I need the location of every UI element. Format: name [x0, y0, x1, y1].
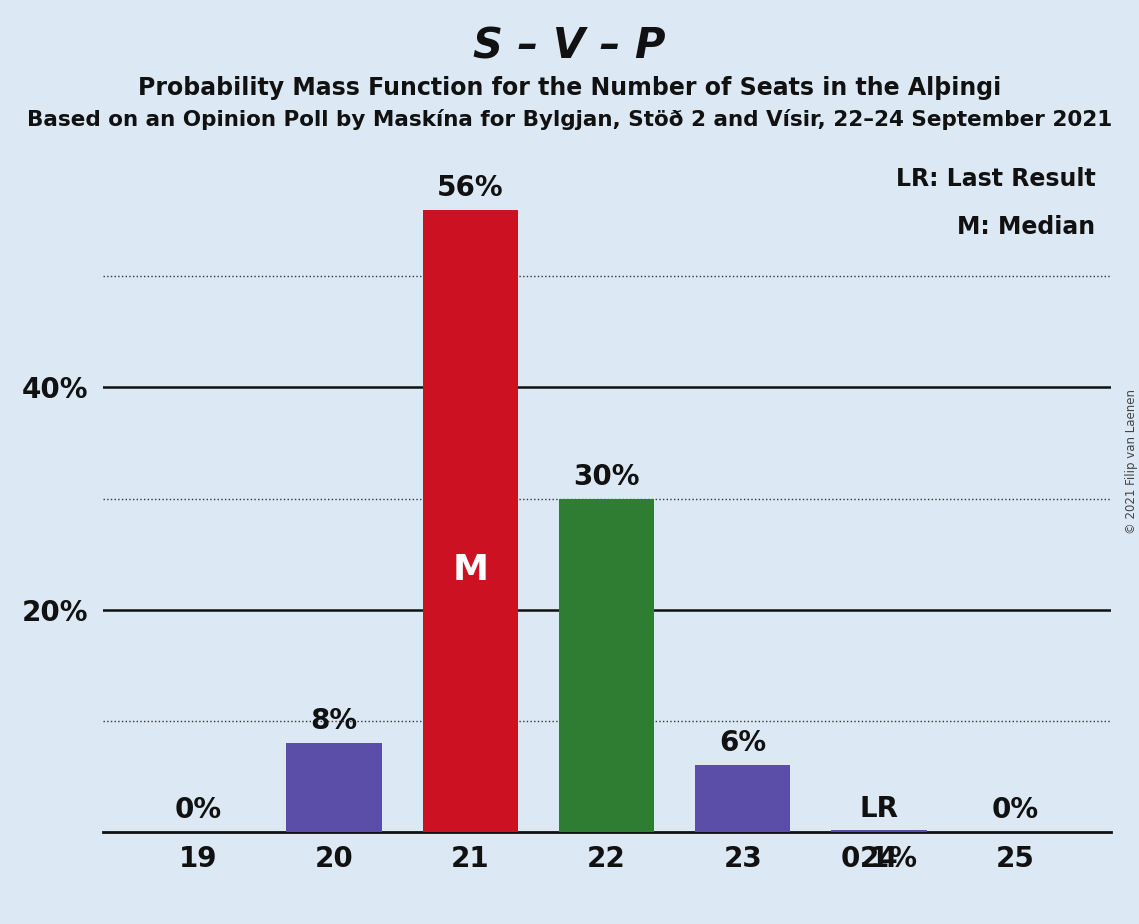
Text: M: Median: M: Median	[957, 215, 1096, 239]
Text: Probability Mass Function for the Number of Seats in the Alþingi: Probability Mass Function for the Number…	[138, 76, 1001, 100]
Text: LR: Last Result: LR: Last Result	[895, 167, 1096, 191]
Text: 0.1%: 0.1%	[841, 845, 917, 873]
Text: 8%: 8%	[311, 707, 358, 735]
Text: Based on an Opinion Poll by Maskína for Bylgjan, Stöð 2 and Vísir, 22–24 Septemb: Based on an Opinion Poll by Maskína for …	[27, 109, 1112, 130]
Text: © 2021 Filip van Laenen: © 2021 Filip van Laenen	[1124, 390, 1138, 534]
Text: 30%: 30%	[573, 463, 640, 491]
Bar	[559, 499, 654, 832]
Bar	[286, 743, 382, 832]
Text: 56%: 56%	[437, 174, 503, 202]
Bar	[831, 831, 927, 832]
Text: 0%: 0%	[992, 796, 1039, 824]
Text: LR: LR	[860, 795, 899, 822]
Bar	[423, 210, 518, 832]
Text: S – V – P: S – V – P	[473, 26, 666, 67]
Text: 0%: 0%	[174, 796, 221, 824]
Bar	[695, 765, 790, 832]
Text: 6%: 6%	[719, 729, 767, 757]
Text: M: M	[452, 553, 489, 588]
